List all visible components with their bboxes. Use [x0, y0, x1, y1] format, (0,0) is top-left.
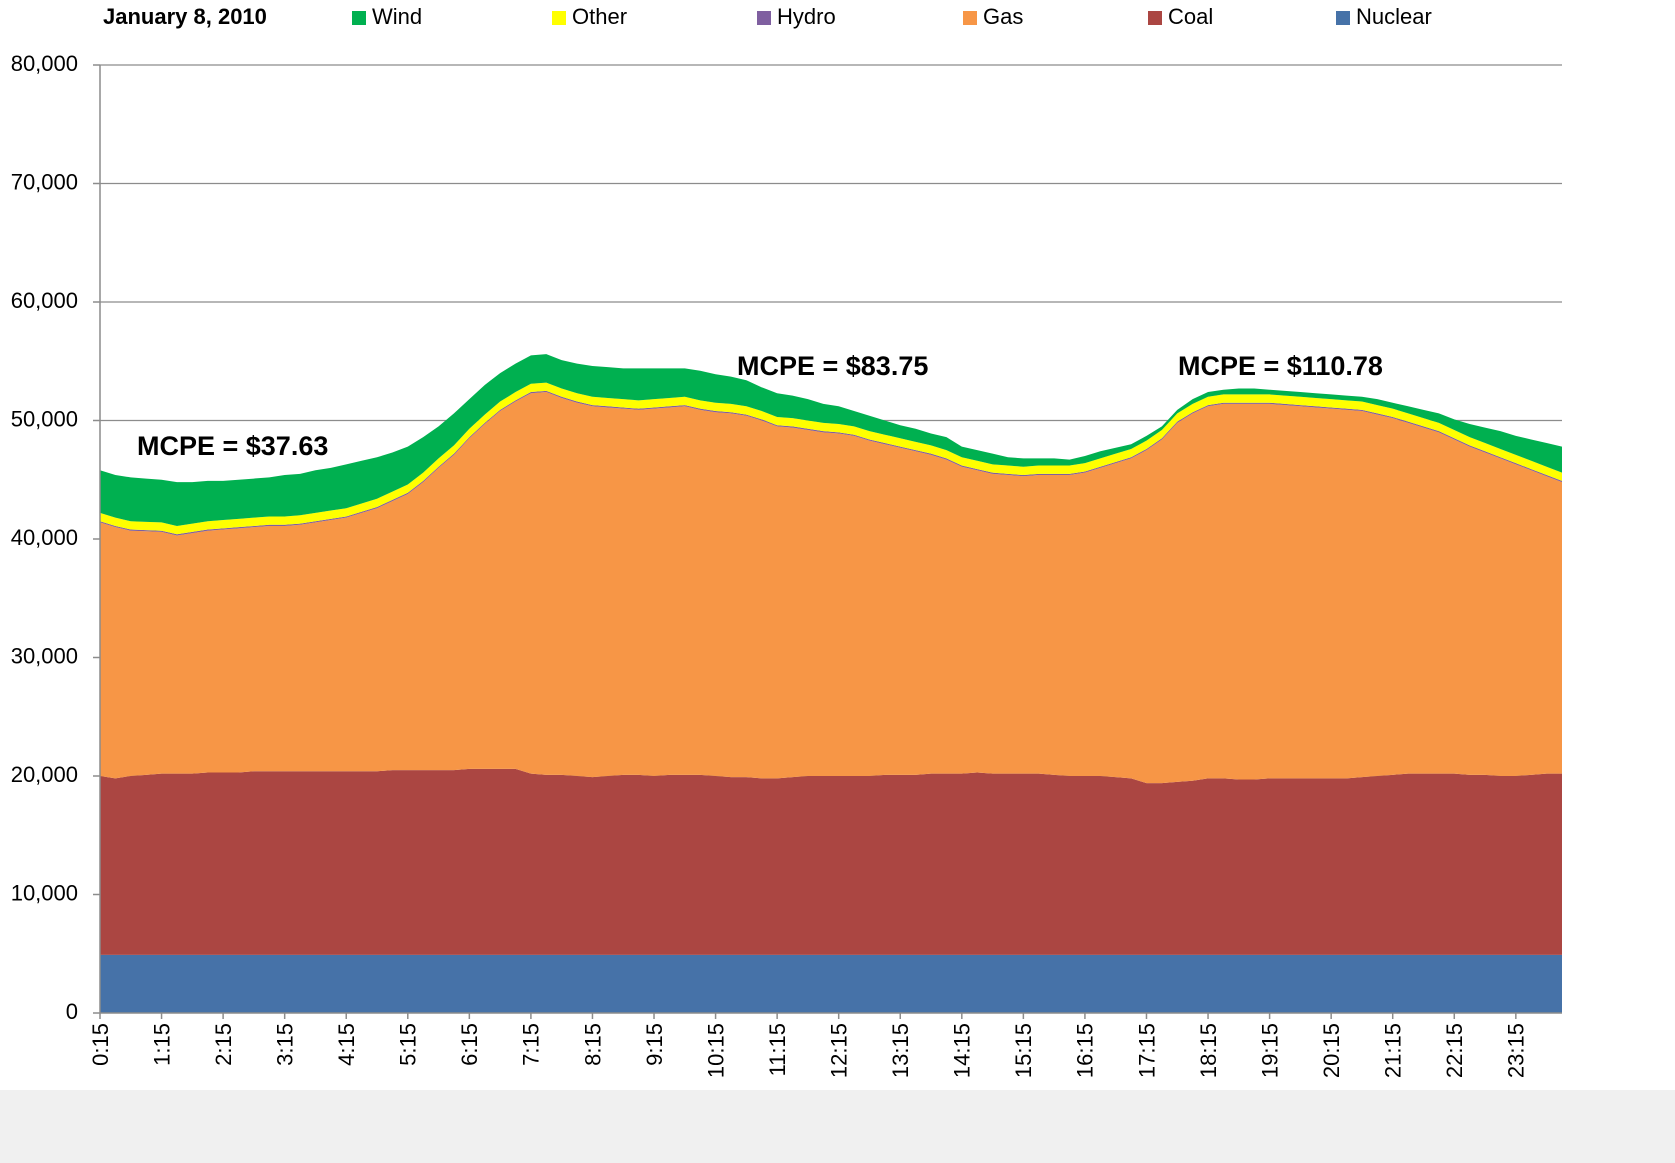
- y-tick-label: 60,000: [11, 288, 78, 313]
- x-tick-label: 10:15: [703, 1023, 728, 1078]
- area: [100, 954, 1562, 1013]
- legend-swatch: [552, 11, 566, 25]
- x-tick-label: 23:15: [1504, 1023, 1529, 1078]
- x-tick-label: 0:15: [88, 1023, 113, 1066]
- chart-title: January 8, 2010: [103, 4, 267, 29]
- legend-swatch: [963, 11, 977, 25]
- footer-strip: [0, 1090, 1675, 1163]
- y-tick-label: 30,000: [11, 643, 78, 668]
- x-tick-label: 11:15: [765, 1023, 790, 1076]
- area: [100, 354, 1562, 526]
- x-tick-label: 13:15: [888, 1023, 913, 1078]
- y-tick-label: 50,000: [11, 406, 78, 431]
- x-tick-label: 9:15: [642, 1023, 667, 1066]
- legend-label: Coal: [1168, 4, 1213, 29]
- x-tick-label: 3:15: [272, 1023, 297, 1066]
- x-tick-label: 8:15: [580, 1023, 605, 1066]
- x-tick-label: 5:15: [396, 1023, 421, 1066]
- x-tick-label: 15:15: [1011, 1023, 1036, 1078]
- area: [100, 382, 1562, 535]
- annotation: MCPE = $110.78: [1178, 351, 1383, 381]
- legend-label: Hydro: [777, 4, 836, 29]
- annotation: MCPE = $37.63: [137, 431, 328, 461]
- x-tick-label: 7:15: [519, 1023, 544, 1066]
- x-tick-label: 2:15: [211, 1023, 236, 1066]
- x-tick-label: 16:15: [1073, 1023, 1098, 1078]
- x-tick-label: 12:15: [827, 1023, 852, 1078]
- area: [100, 768, 1562, 955]
- x-tick-label: 4:15: [334, 1023, 359, 1066]
- y-tick-label: 0: [66, 999, 78, 1024]
- y-tick-label: 40,000: [11, 525, 78, 550]
- y-tick-label: 20,000: [11, 762, 78, 787]
- x-tick-label: 20:15: [1319, 1023, 1344, 1078]
- annotation: MCPE = $83.75: [737, 351, 928, 381]
- x-tick-label: 6:15: [457, 1023, 482, 1066]
- x-tick-label: 1:15: [149, 1023, 174, 1066]
- x-tick-label: 22:15: [1442, 1023, 1467, 1078]
- x-tick-label: 14:15: [950, 1023, 975, 1078]
- x-tick-label: 17:15: [1134, 1023, 1159, 1078]
- legend-swatch: [1336, 11, 1350, 25]
- x-tick-label: 21:15: [1381, 1023, 1406, 1078]
- legend-label: Wind: [372, 4, 422, 29]
- area: [100, 392, 1562, 784]
- legend-label: Nuclear: [1356, 4, 1432, 29]
- legend-swatch: [352, 11, 366, 25]
- x-tick-label: 18:15: [1196, 1023, 1221, 1078]
- y-tick-label: 70,000: [11, 169, 78, 194]
- legend-swatch: [757, 11, 771, 25]
- x-tick-label: 19:15: [1257, 1023, 1282, 1078]
- legend-label: Other: [572, 4, 627, 29]
- y-tick-label: 10,000: [11, 880, 78, 905]
- legend-label: Gas: [983, 4, 1023, 29]
- legend-swatch: [1148, 11, 1162, 25]
- y-tick-label: 80,000: [11, 51, 78, 76]
